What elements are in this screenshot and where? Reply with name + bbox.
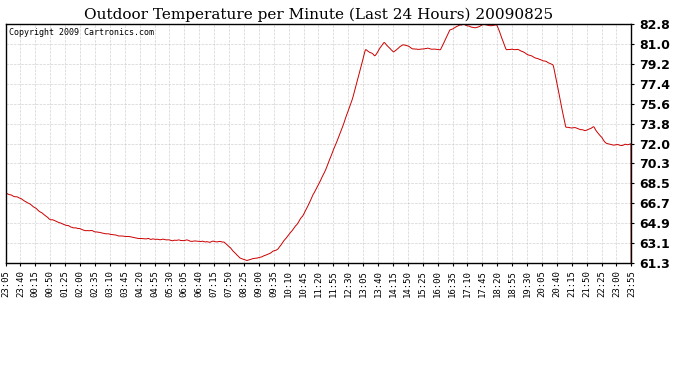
Title: Outdoor Temperature per Minute (Last 24 Hours) 20090825: Outdoor Temperature per Minute (Last 24 …	[84, 8, 553, 22]
Text: Copyright 2009 Cartronics.com: Copyright 2009 Cartronics.com	[9, 28, 154, 37]
